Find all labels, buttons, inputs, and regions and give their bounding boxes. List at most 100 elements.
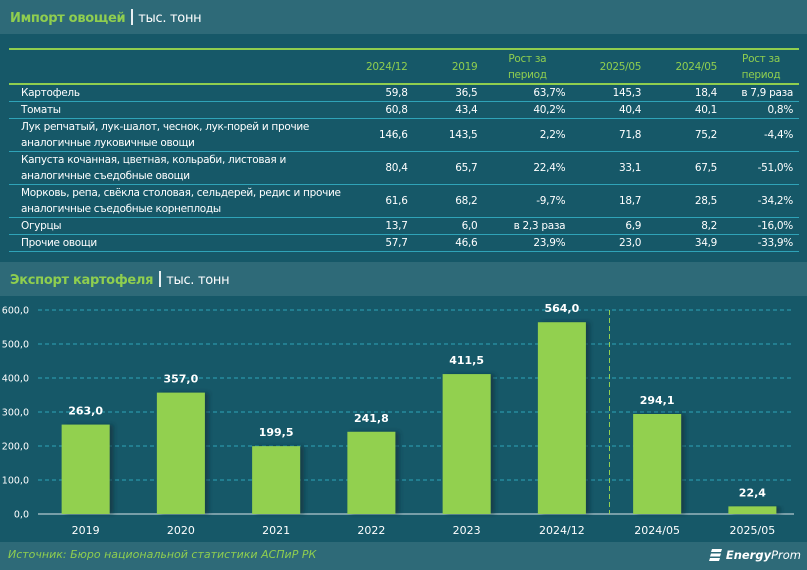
import-table: 2024/12 2019 Рост за период 2025/05 2024…	[9, 48, 799, 252]
title-separator	[159, 271, 162, 287]
row-label: Прочие овощи	[9, 234, 350, 252]
table-cell: 40,2%	[483, 101, 572, 119]
x-tick-label: 2020	[167, 524, 195, 537]
y-tick-label: 600,0	[2, 306, 29, 317]
bar-2024-05	[633, 414, 682, 514]
table-cell: 23,0	[571, 234, 648, 252]
table-row: Томаты 60,8 43,4 40,2% 40,4 40,1 0,8%	[9, 101, 799, 119]
bar-2025-05	[728, 506, 777, 514]
table-cell: в 7,9 раза	[723, 84, 799, 102]
column-header-2024-05: 2024/05	[675, 60, 718, 73]
x-tick-label: 2024/12	[539, 524, 585, 537]
table-cell: 0,8%	[723, 101, 799, 119]
export-section-header: Экспорт картофеля тыс. тонн	[0, 262, 807, 296]
table-cell: 6,9	[571, 217, 648, 235]
column-header-2025-05: 2025/05	[599, 60, 642, 73]
table-row: Лук репчатый, лук-шалот, чеснок, лук-пор…	[9, 118, 799, 152]
source-note: Источник: Бюро национальной статистики А…	[8, 548, 317, 561]
value-label: 199,5	[259, 426, 294, 439]
table-cell: 8,2	[647, 217, 724, 235]
table-cell: 13,7	[349, 217, 414, 235]
value-label: 411,5	[449, 354, 484, 367]
x-tick-label: 2023	[453, 524, 481, 537]
table-cell: 33,1	[571, 151, 648, 185]
row-label: Огурцы	[9, 217, 350, 235]
bar-2023	[442, 374, 491, 514]
bar-2024-12	[537, 322, 586, 514]
import-unit: тыс. тонн	[138, 11, 202, 26]
export-bar-chart: 0,0 100,0 200,0 300,0 400,0 500,0 600,0 263,0 3…	[2, 302, 794, 537]
table-cell: 68,2	[413, 184, 484, 218]
bars	[61, 322, 777, 514]
x-tick-label: 2022	[357, 524, 385, 537]
value-label: 357,0	[163, 373, 198, 386]
table-cell: 61,6	[349, 184, 414, 218]
x-axis-labels: 2019 2020 2021 2022 2023 2024/12 2024/05 2025/0…	[72, 524, 776, 537]
table-cell: 65,7	[413, 151, 484, 185]
table-row: Морковь, репа, свёкла столовая, сельдере…	[9, 184, 799, 218]
column-header-name	[9, 49, 350, 84]
table-row: Огурцы 13,7 6,0 в 2,3 раза 6,9 8,2 -16,0%	[9, 217, 799, 235]
y-tick-label: 400,0	[2, 374, 29, 385]
table-cell: 43,4	[413, 101, 484, 119]
table-cell: 28,5	[647, 184, 724, 218]
table-cell: 63,7%	[483, 84, 572, 102]
table-cell: 18,7	[571, 184, 648, 218]
table-header-row: 2024/12 2019 Рост за период 2025/05 2024…	[9, 49, 799, 84]
y-tick-label: 300,0	[2, 408, 29, 419]
column-header-growth-1: Рост за период	[507, 52, 547, 81]
table-cell: 60,8	[349, 101, 414, 119]
table-cell: 34,9	[647, 234, 724, 252]
row-label: Лук репчатый, лук-шалот, чеснок, лук-пор…	[9, 118, 350, 152]
y-tick-label: 100,0	[2, 476, 29, 487]
y-axis-ticks: 0,0 100,0 200,0 300,0 400,0 500,0 600,0	[2, 306, 29, 521]
table-cell: 36,5	[413, 84, 484, 102]
table-cell: 22,4%	[483, 151, 572, 185]
table-cell: -16,0%	[723, 217, 799, 235]
table-cell: 40,1	[647, 101, 724, 119]
x-tick-label: 2019	[72, 524, 100, 537]
export-title: Экспорт картофеля тыс. тонн	[10, 271, 230, 288]
table-row: Прочие овощи 57,7 46,6 23,9% 23,0 34,9 -33,9%	[9, 234, 799, 252]
table-cell: 75,2	[647, 118, 724, 152]
table-cell: -33,9%	[723, 234, 799, 252]
row-label: Картофель	[9, 84, 350, 102]
table-cell: -34,2%	[723, 184, 799, 218]
table-cell: 67,5	[647, 151, 724, 185]
bar-2022	[347, 431, 396, 514]
import-title: Импорт овощей тыс. тонн	[10, 9, 202, 26]
bar-2021	[252, 446, 301, 514]
row-label: Томаты	[9, 101, 350, 119]
table-cell: 18,4	[647, 84, 724, 102]
table-cell: -4,4%	[723, 118, 799, 152]
footer: Источник: Бюро национальной статистики А…	[0, 542, 807, 570]
y-tick-label: 500,0	[2, 340, 29, 351]
table-row: Капуста кочанная, цветная, кольраби, лис…	[9, 151, 799, 185]
table-cell: 146,6	[349, 118, 414, 152]
title-separator	[131, 9, 134, 25]
bar-2019	[61, 424, 110, 514]
row-label: Морковь, репа, свёкла столовая, сельдере…	[9, 184, 350, 218]
value-label: 22,4	[739, 486, 766, 499]
table-cell: 80,4	[349, 151, 414, 185]
table-cell: 57,7	[349, 234, 414, 252]
value-label: 263,0	[68, 405, 103, 418]
table-cell: 23,9%	[483, 234, 572, 252]
table-cell: 145,3	[571, 84, 648, 102]
row-label: Капуста кочанная, цветная, кольраби, лис…	[9, 151, 350, 185]
y-tick-label: 0,0	[14, 510, 29, 521]
energyprom-logo: EnergyProm	[708, 548, 801, 562]
table-cell: -9,7%	[483, 184, 572, 218]
value-label: 294,1	[640, 394, 675, 407]
value-labels: 263,0 357,0 199,5 241,8 411,5 564,0 294,1 22,4	[68, 302, 766, 499]
import-section-header: Импорт овощей тыс. тонн	[0, 0, 807, 34]
table-cell: -51,0%	[723, 151, 799, 185]
value-label: 564,0	[544, 302, 579, 315]
table-cell: в 2,3 раза	[483, 217, 572, 235]
table-cell: 46,6	[413, 234, 484, 252]
table-cell: 2,2%	[483, 118, 572, 152]
export-unit: тыс. тонн	[166, 273, 230, 288]
x-tick-label: 2024/05	[634, 524, 680, 537]
y-tick-label: 200,0	[2, 442, 29, 453]
x-tick-label: 2025/05	[730, 524, 776, 537]
